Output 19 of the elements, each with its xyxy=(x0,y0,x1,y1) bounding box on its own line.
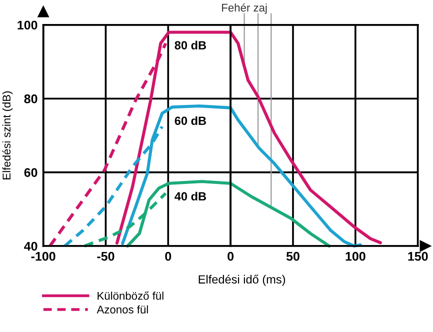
x-tick-label: 0 xyxy=(228,252,234,261)
y-tick-label: 80 xyxy=(24,94,38,104)
annotation: 60 dB xyxy=(174,116,206,125)
x-tick-label: 0 xyxy=(165,252,172,261)
y-axis-title: Elfedési szint (dB) xyxy=(2,91,13,180)
legend-label: Különböző fül xyxy=(98,291,164,300)
ref-line-label: Fehér zaj xyxy=(222,3,267,14)
annotation: 80 dB xyxy=(174,40,206,50)
x-tick-label: 50 xyxy=(286,252,300,261)
x-tick-label: -100 xyxy=(31,252,56,261)
y-tick-label: 40 xyxy=(24,242,38,251)
x-tick-label: 150 xyxy=(408,252,428,261)
y-tick-label: 100 xyxy=(18,20,38,30)
x-tick-label: -50 xyxy=(97,252,114,261)
y-tick-label: 60 xyxy=(24,168,38,177)
legend-label: Azonos fül xyxy=(96,305,148,314)
annotation: 40 dB xyxy=(174,192,206,201)
x-tick-label: 100 xyxy=(346,252,366,261)
x-axis-title: Elfedési idő (ms) xyxy=(198,274,286,286)
